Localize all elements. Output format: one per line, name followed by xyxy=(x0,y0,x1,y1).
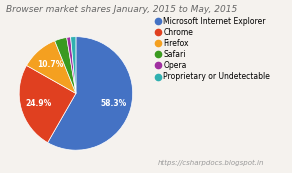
Text: 58.3%: 58.3% xyxy=(100,99,126,108)
Legend: Microsoft Internet Explorer, Chrome, Firefox, Safari, Opera, Proprietary or Unde: Microsoft Internet Explorer, Chrome, Fir… xyxy=(156,16,271,82)
Wedge shape xyxy=(67,37,76,93)
Text: Browser market shares January, 2015 to May, 2015: Browser market shares January, 2015 to M… xyxy=(6,5,237,14)
Text: https://csharpdocs.blogspot.in: https://csharpdocs.blogspot.in xyxy=(158,160,264,166)
Wedge shape xyxy=(27,41,76,93)
Wedge shape xyxy=(19,65,76,143)
Text: 10.7%: 10.7% xyxy=(37,60,64,69)
Wedge shape xyxy=(55,37,76,93)
Wedge shape xyxy=(48,37,133,150)
Wedge shape xyxy=(71,37,76,93)
Text: 24.9%: 24.9% xyxy=(26,99,52,108)
